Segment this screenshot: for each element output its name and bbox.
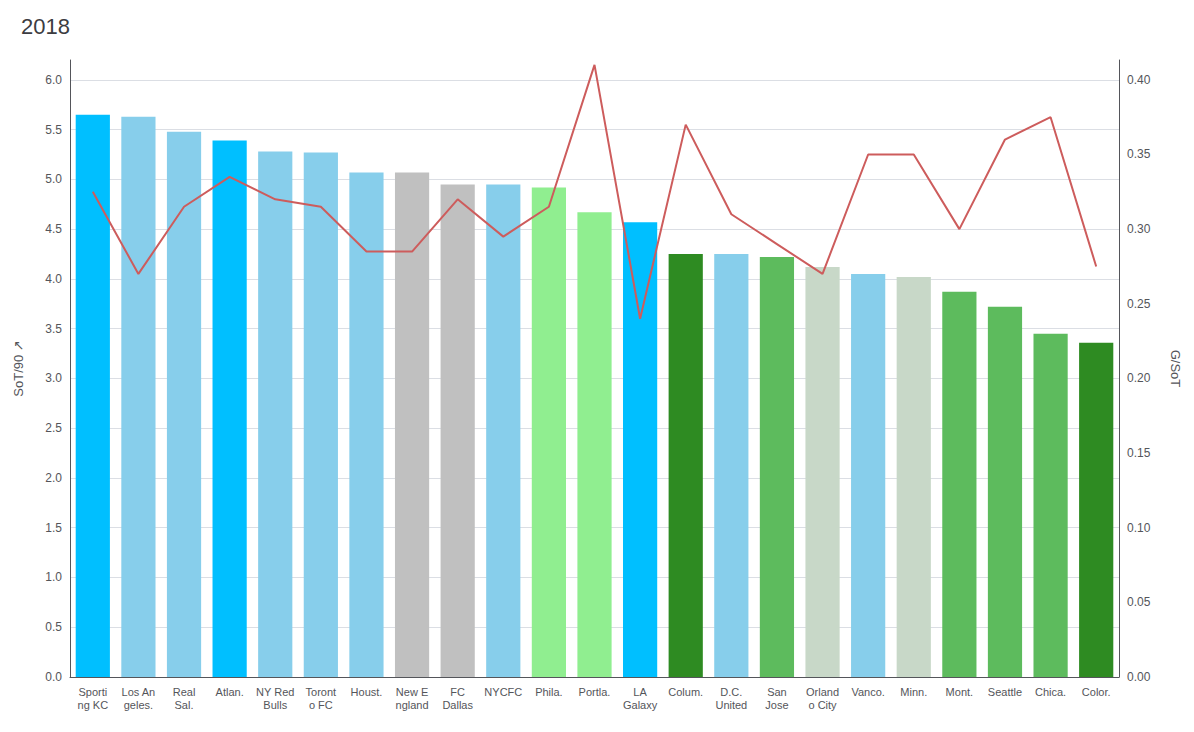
svg-text:3.0: 3.0 [45,371,62,385]
svg-text:Portla.: Portla. [579,686,611,698]
svg-text:Vanco.: Vanco. [851,686,884,698]
svg-text:LA: LA [633,686,647,698]
svg-text:0.20: 0.20 [1127,371,1151,385]
svg-text:SoT/90 ↗: SoT/90 ↗ [11,340,26,396]
svg-text:0.05: 0.05 [1127,595,1151,609]
svg-text:0.25: 0.25 [1127,297,1151,311]
svg-text:2.0: 2.0 [45,471,62,485]
svg-text:Seattle: Seattle [988,686,1022,698]
svg-text:5.0: 5.0 [45,172,62,186]
svg-text:6.0: 6.0 [45,73,62,87]
svg-text:geles.: geles. [124,699,153,711]
svg-text:5.5: 5.5 [45,123,62,137]
svg-text:Real: Real [173,686,196,698]
svg-text:0.40: 0.40 [1127,73,1151,87]
svg-text:FC: FC [450,686,465,698]
svg-text:Chica.: Chica. [1035,686,1066,698]
svg-text:0.0: 0.0 [45,670,62,684]
svg-text:0.00: 0.00 [1127,670,1151,684]
svg-text:Los An: Los An [122,686,156,698]
svg-text:Phila.: Phila. [535,686,563,698]
svg-text:Jose: Jose [765,699,788,711]
svg-text:1.5: 1.5 [45,521,62,535]
svg-text:G/SoT: G/SoT [1168,350,1183,388]
svg-text:ngland: ngland [396,699,429,711]
svg-text:0.35: 0.35 [1127,147,1151,161]
svg-text:Houst.: Houst. [351,686,383,698]
svg-text:Atlan.: Atlan. [216,686,244,698]
svg-text:United: United [715,699,747,711]
svg-text:0.10: 0.10 [1127,521,1151,535]
svg-text:Color.: Color. [1082,686,1111,698]
svg-text:1.0: 1.0 [45,570,62,584]
svg-text:D.C.: D.C. [720,686,742,698]
svg-text:0.15: 0.15 [1127,446,1151,460]
svg-text:0.5: 0.5 [45,620,62,634]
svg-text:2018: 2018 [21,14,70,39]
svg-text:Sporti: Sporti [78,686,107,698]
svg-text:Sal.: Sal. [175,699,194,711]
svg-text:Galaxy: Galaxy [623,699,658,711]
svg-text:Colum.: Colum. [668,686,703,698]
svg-text:o City: o City [808,699,837,711]
svg-text:2.5: 2.5 [45,421,62,435]
svg-text:Bulls: Bulls [263,699,287,711]
svg-text:San: San [767,686,787,698]
svg-text:0.30: 0.30 [1127,222,1151,236]
svg-text:o FC: o FC [309,699,333,711]
svg-text:NYCFC: NYCFC [484,686,522,698]
svg-text:ng KC: ng KC [78,699,109,711]
svg-text:NY Red: NY Red [256,686,294,698]
svg-text:4.5: 4.5 [45,222,62,236]
svg-text:3.5: 3.5 [45,322,62,336]
svg-text:Orland: Orland [806,686,839,698]
svg-text:Minn.: Minn. [900,686,927,698]
svg-text:New E: New E [396,686,428,698]
svg-text:4.0: 4.0 [45,272,62,286]
svg-text:Mont.: Mont. [946,686,974,698]
svg-text:Toront: Toront [306,686,337,698]
svg-text:Dallas: Dallas [442,699,473,711]
